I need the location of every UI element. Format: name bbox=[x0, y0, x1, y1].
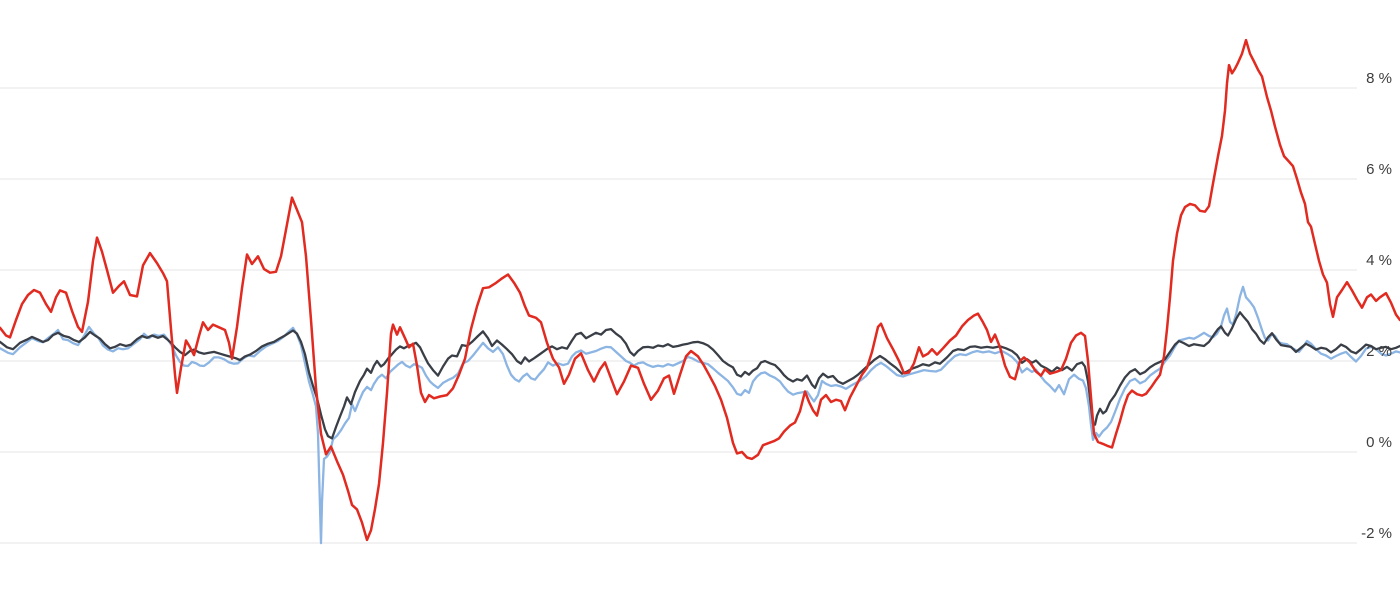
y-axis-labels-group: 8 % 6 % 4 % 2 % 0 % -2 % bbox=[1361, 70, 1392, 542]
gridlines-group bbox=[0, 87, 1357, 544]
series-group bbox=[0, 38, 1400, 545]
dark-gray-series-line bbox=[0, 311, 1400, 440]
light-blue-series-line bbox=[0, 285, 1400, 545]
red-series-line bbox=[0, 38, 1400, 542]
y-axis-tick-label: 6 % bbox=[1366, 161, 1392, 178]
y-axis-tick-label: 0 % bbox=[1366, 434, 1392, 451]
y-axis-tick-label: -2 % bbox=[1361, 525, 1392, 542]
y-axis-tick-label: 4 % bbox=[1366, 252, 1392, 269]
y-axis-tick-label: 2 % bbox=[1366, 343, 1392, 360]
y-axis-tick-label: 8 % bbox=[1366, 70, 1392, 87]
